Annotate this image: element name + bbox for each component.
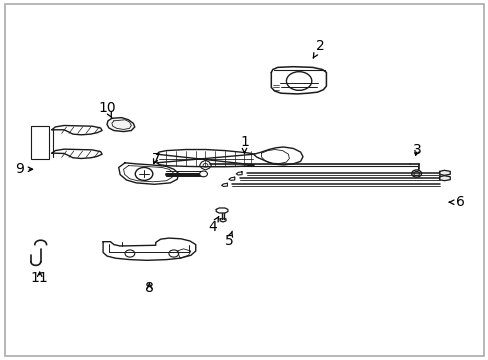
Text: 11: 11 <box>31 271 48 284</box>
Polygon shape <box>439 176 449 181</box>
Text: 10: 10 <box>98 101 116 118</box>
Circle shape <box>199 171 207 177</box>
Text: 1: 1 <box>240 135 248 153</box>
Text: 7: 7 <box>151 152 160 166</box>
Polygon shape <box>107 118 135 132</box>
Bar <box>31 126 49 159</box>
Text: 4: 4 <box>208 217 218 234</box>
Text: 9: 9 <box>15 162 33 176</box>
Circle shape <box>411 170 421 177</box>
Polygon shape <box>439 170 449 175</box>
Text: 6: 6 <box>448 195 464 209</box>
Text: 8: 8 <box>144 280 154 294</box>
Circle shape <box>413 171 419 176</box>
Text: 2: 2 <box>313 39 325 58</box>
Text: 5: 5 <box>224 231 233 248</box>
Text: 3: 3 <box>412 143 421 157</box>
Circle shape <box>135 167 153 180</box>
